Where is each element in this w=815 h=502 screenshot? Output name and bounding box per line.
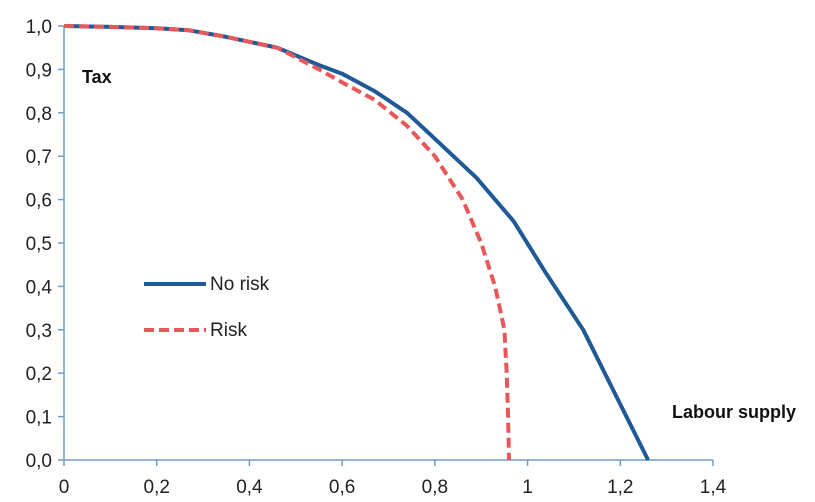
x-tick-label: 0 — [59, 477, 70, 498]
legend-label-risk: Risk — [210, 320, 247, 341]
y-ticks: 0,0 0,1 0,2 0,3 0,4 0,5 0,6 0,7 0,8 0,9 1,0 — [26, 17, 64, 472]
y-tick-label: 0,4 — [26, 277, 53, 298]
x-tick-label: 0,4 — [236, 477, 263, 498]
x-tick-label: 0,2 — [144, 477, 170, 498]
y-tick-label: 0,2 — [26, 364, 52, 385]
y-tick-label: 0,1 — [26, 408, 52, 429]
y-tick-label: 0,0 — [26, 451, 52, 472]
plot-area: 0 0,2 0,4 0,6 0,8 1 1,2 1,4 0,00,10,20,30,40,50… — [26, 17, 727, 498]
y-tick-label: 0,5 — [26, 234, 52, 255]
series-layer — [63, 24, 650, 461]
y-tick-label: 0,7 — [26, 147, 52, 168]
y-axis-title: Tax — [82, 67, 112, 87]
x-tick-label: 0,8 — [422, 477, 448, 498]
legend-item-no-risk: No risk — [144, 274, 270, 295]
x-tick-label: 1,2 — [607, 477, 633, 498]
x-tick-label: 0,6 — [329, 477, 355, 498]
y-tick-label: 0,3 — [26, 321, 52, 342]
legend-label-no-risk: No risk — [210, 274, 270, 295]
x-axis-title: Labour supply — [672, 402, 796, 422]
legend: No risk Risk — [144, 274, 270, 341]
x-tick-label: 1,4 — [700, 477, 727, 498]
x-tick-label: 1 — [522, 477, 533, 498]
series-line-risk — [63, 24, 511, 461]
legend-item-risk: Risk — [144, 320, 247, 341]
y-tick-label: 0,9 — [26, 60, 52, 81]
y-tick-label: 1,0 — [26, 17, 52, 38]
x-ticks: 0 0,2 0,4 0,6 0,8 1 1,2 1,4 — [59, 460, 727, 498]
y-tick-label: 0,6 — [26, 191, 52, 212]
y-tick-label: 0,8 — [26, 104, 52, 125]
